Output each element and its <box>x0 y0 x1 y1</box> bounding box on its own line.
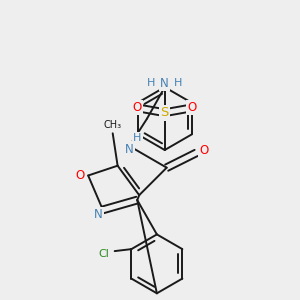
Text: O: O <box>76 169 85 182</box>
Text: CH₃: CH₃ <box>103 120 122 130</box>
Text: O: O <box>188 101 197 114</box>
Text: H: H <box>133 133 141 143</box>
Text: N: N <box>160 77 169 90</box>
Text: N: N <box>125 142 134 155</box>
Text: Cl: Cl <box>98 249 109 259</box>
Text: N: N <box>94 208 102 221</box>
Text: H: H <box>147 78 155 88</box>
Text: O: O <box>133 101 142 114</box>
Text: S: S <box>160 106 169 119</box>
Text: H: H <box>174 78 183 88</box>
Text: O: O <box>200 145 208 158</box>
